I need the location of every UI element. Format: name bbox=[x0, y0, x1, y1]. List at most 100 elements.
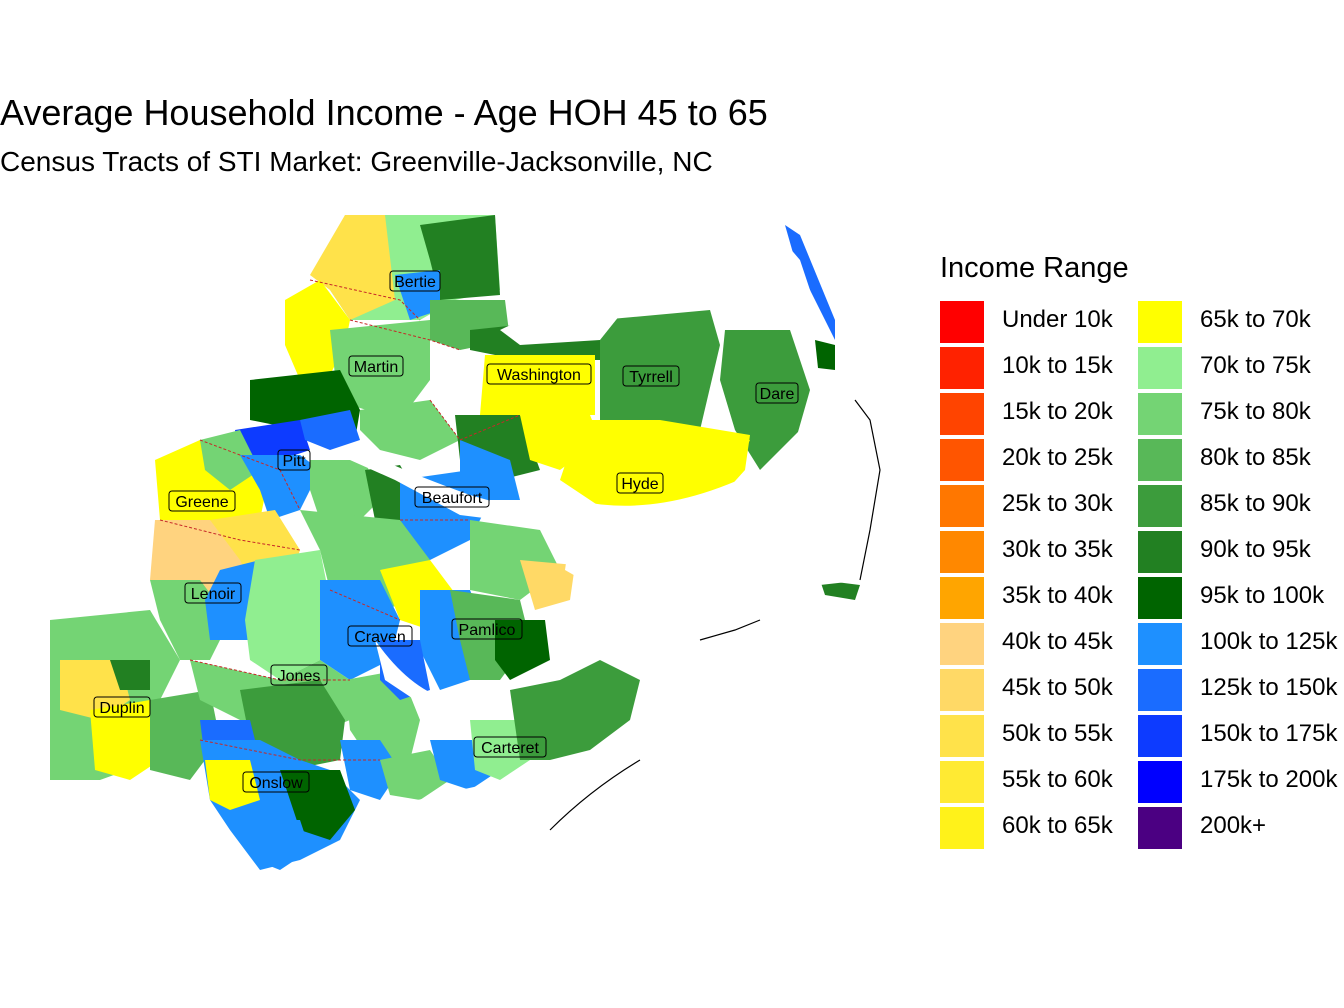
legend-swatch bbox=[1138, 531, 1182, 573]
legend-swatch bbox=[1138, 393, 1182, 435]
legend-label: 15k to 20k bbox=[1002, 398, 1113, 425]
legend-label: 125k to 150k bbox=[1200, 674, 1338, 701]
tract-region bbox=[460, 440, 520, 500]
county-name: Greene bbox=[175, 494, 228, 511]
pamlico-sound bbox=[565, 430, 865, 640]
legend-label: 20k to 25k bbox=[1002, 444, 1113, 471]
legend-swatch bbox=[940, 669, 984, 711]
tract-region bbox=[820, 580, 860, 600]
albemarle-sound bbox=[500, 310, 620, 345]
legend-label: 85k to 90k bbox=[1200, 490, 1311, 517]
county-label-martin: Martin bbox=[348, 355, 404, 377]
legend-swatch bbox=[1138, 347, 1182, 389]
legend-label: 65k to 70k bbox=[1200, 306, 1311, 333]
county-name: Onslow bbox=[249, 775, 303, 792]
legend-label: 100k to 125k bbox=[1200, 628, 1338, 655]
legend-label: 55k to 60k bbox=[1002, 766, 1113, 793]
tract-region bbox=[380, 750, 450, 800]
tract-region bbox=[510, 660, 640, 760]
legend-swatch bbox=[1138, 301, 1182, 343]
legend-swatch bbox=[940, 715, 984, 757]
tract-region bbox=[340, 740, 400, 800]
legend-swatch bbox=[940, 485, 984, 527]
legend-swatch bbox=[940, 439, 984, 481]
county-label-greene: Greene bbox=[168, 490, 236, 512]
legend-label: 40k to 45k bbox=[1002, 628, 1113, 655]
tract-region bbox=[520, 560, 575, 610]
legend-label: 75k to 80k bbox=[1200, 398, 1311, 425]
county-name: Pitt bbox=[282, 453, 306, 470]
county-label-bertie: Bertie bbox=[389, 270, 441, 292]
county-name: Hyde bbox=[621, 476, 658, 493]
neuse-river bbox=[375, 640, 500, 715]
legend-swatch bbox=[1138, 715, 1182, 757]
tract-region bbox=[815, 340, 835, 370]
county-label-beaufort: Beaufort bbox=[414, 486, 490, 508]
tract-region bbox=[240, 455, 320, 520]
county-label-craven: Craven bbox=[347, 625, 413, 647]
legend-label: 30k to 35k bbox=[1002, 536, 1113, 563]
legend-label: 70k to 75k bbox=[1200, 352, 1311, 379]
county-label-pamlico: Pamlico bbox=[451, 618, 523, 640]
map-subtitle: Census Tracts of STI Market: Greenville-… bbox=[0, 146, 713, 177]
tract-region bbox=[785, 225, 835, 340]
county-labels: Bertie Martin Washington Tyrrell Dare Pi… bbox=[93, 270, 799, 793]
county-label-lenoir: Lenoir bbox=[184, 582, 242, 604]
legend-label: 60k to 65k bbox=[1002, 812, 1113, 839]
legend-swatch bbox=[940, 623, 984, 665]
outer-coast bbox=[549, 399, 881, 831]
county-label-hyde: Hyde bbox=[616, 472, 664, 494]
legend-swatch bbox=[1138, 669, 1182, 711]
legend-swatch bbox=[940, 577, 984, 619]
tract-region bbox=[495, 620, 550, 680]
legend-label: Under 10k bbox=[1002, 306, 1113, 333]
county-label-dare: Dare bbox=[755, 382, 799, 404]
tract-region bbox=[395, 270, 440, 320]
tract-region bbox=[520, 415, 600, 470]
water-bodies bbox=[350, 225, 865, 820]
tract-region bbox=[540, 770, 600, 820]
tract-region bbox=[480, 355, 595, 415]
legend-label: 50k to 55k bbox=[1002, 720, 1113, 747]
county-label-carteret: Carteret bbox=[473, 736, 547, 758]
county-name: Lenoir bbox=[191, 586, 236, 603]
county-name: Dare bbox=[760, 386, 795, 403]
legend-swatch bbox=[940, 531, 984, 573]
legend-label: 10k to 15k bbox=[1002, 352, 1113, 379]
county-name: Craven bbox=[354, 629, 406, 646]
legend-label: 35k to 40k bbox=[1002, 582, 1113, 609]
county-label-duplin: Duplin bbox=[93, 696, 151, 718]
legend-label: 80k to 85k bbox=[1200, 444, 1311, 471]
legend-items: Under 10k 10k to 15k 15k to 20k 20k to 25k 2… bbox=[940, 299, 1344, 859]
county-name: Carteret bbox=[481, 740, 539, 757]
legend-label: 45k to 50k bbox=[1002, 674, 1113, 701]
legend-swatch bbox=[940, 807, 984, 849]
county-name: Jones bbox=[278, 668, 321, 685]
county-label-washington: Washington bbox=[486, 363, 592, 385]
tract-region bbox=[655, 430, 750, 480]
county-name: Martin bbox=[354, 359, 398, 376]
legend-swatch bbox=[940, 761, 984, 803]
census-tract-map: Bertie Martin Washington Tyrrell Dare Pi… bbox=[50, 215, 881, 870]
tract-region bbox=[330, 320, 430, 420]
currituck-sound bbox=[770, 225, 820, 330]
tract-region bbox=[310, 460, 380, 530]
legend-label: 200k+ bbox=[1200, 812, 1267, 839]
tract-region bbox=[90, 700, 160, 780]
tract-region bbox=[110, 660, 150, 690]
county-label-onslow: Onslow bbox=[242, 771, 310, 793]
legend-swatch bbox=[1138, 807, 1182, 849]
legend-swatch bbox=[940, 347, 984, 389]
tract-region bbox=[60, 660, 130, 720]
tract-region bbox=[200, 430, 260, 490]
legend-label: 90k to 95k bbox=[1200, 536, 1311, 563]
legend-swatch bbox=[940, 393, 984, 435]
county-label-tyrrell: Tyrrell bbox=[622, 365, 680, 387]
legend-swatch bbox=[1138, 623, 1182, 665]
legend-label: 25k to 30k bbox=[1002, 490, 1113, 517]
legend-swatch bbox=[1138, 439, 1182, 481]
county-name: Bertie bbox=[394, 274, 436, 291]
map-title: Average Household Income - Age HOH 45 to… bbox=[0, 92, 768, 133]
tract-region bbox=[300, 410, 360, 450]
tract-region bbox=[150, 690, 220, 780]
